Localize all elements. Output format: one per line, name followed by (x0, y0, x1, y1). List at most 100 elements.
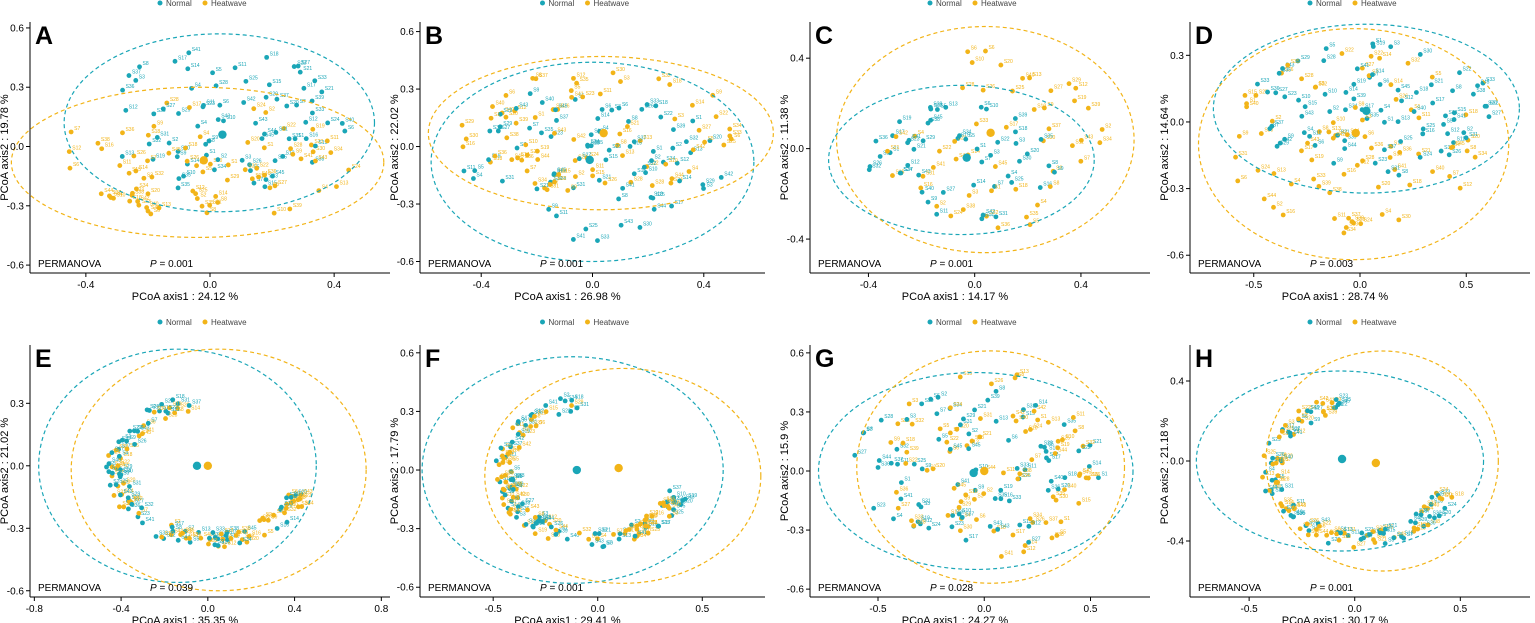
normal-point (1359, 530, 1365, 536)
normal-point (1436, 513, 1442, 519)
panel-letter: G (815, 345, 834, 373)
normal-point (159, 401, 165, 407)
sample-label: S17 (178, 55, 187, 61)
normal-point (599, 107, 605, 112)
sample-label: S7 (151, 155, 157, 161)
sample-label: S5 (708, 136, 714, 142)
sample-label: S8 (999, 385, 1005, 391)
sample-label: S14 (513, 446, 522, 452)
normal-point (1441, 121, 1446, 127)
sample-label: S10 (1328, 88, 1337, 94)
normal-point (274, 526, 280, 531)
heatwave-point (1457, 185, 1463, 191)
heatwave-point (545, 536, 551, 541)
sample-label: S40 (505, 107, 514, 113)
normal-point (274, 96, 280, 102)
normal-point (972, 407, 977, 413)
sample-label: S16 (1004, 493, 1013, 499)
sample-label: S43 (1297, 503, 1306, 509)
sample-label: S6 (1012, 434, 1018, 440)
sample-label: S35 (1044, 133, 1053, 139)
sample-label: S3 (912, 398, 918, 404)
sample-label: S23 (206, 101, 215, 107)
heatwave-point (656, 76, 662, 82)
sample-label: S5 (1435, 71, 1441, 77)
normal-point (1062, 475, 1068, 481)
sample-label: S27 (1032, 536, 1041, 542)
normal-centroid (192, 461, 202, 470)
heatwave-point (530, 75, 536, 81)
sample-label: S1 (125, 434, 131, 440)
normal-ellipse (38, 348, 317, 584)
heatwave-point (948, 405, 953, 411)
sample-label: S30 (1423, 48, 1432, 54)
sample-label: S11 (543, 515, 552, 521)
heatwave-point (944, 439, 950, 445)
heatwave-point (1271, 171, 1277, 176)
sample-label: S30 (124, 469, 133, 475)
heatwave-point (510, 494, 516, 500)
normal-point (574, 405, 580, 411)
normal-point (212, 167, 217, 173)
sample-label: S28 (1281, 476, 1290, 482)
heatwave-point (1396, 217, 1402, 223)
normal-point (950, 513, 956, 518)
heatwave-point (666, 513, 672, 519)
sample-label: S2 (972, 428, 978, 434)
heatwave-point (1269, 118, 1275, 124)
sample-label: S1 (562, 525, 568, 531)
heatwave-point (1261, 453, 1267, 459)
panel-b: NormalHeatwaveS1S2S3S4S5S6S7S8S9S10S11S1… (389, 0, 774, 303)
sample-label: S11 (1338, 213, 1347, 219)
sample-label: S41 (576, 233, 585, 239)
normal-point (1343, 107, 1348, 113)
sample-label: S8 (536, 72, 542, 78)
sample-label: S10 (1394, 140, 1403, 146)
heatwave-point (686, 169, 692, 174)
normal-point (169, 524, 175, 530)
heatwave-point (1035, 202, 1040, 208)
sample-label: S7 (606, 541, 612, 547)
heatwave-point (597, 91, 603, 97)
sample-label: S4 (1011, 170, 1017, 176)
sample-label: S28 (933, 101, 942, 107)
heatwave-point (172, 410, 177, 416)
sample-label: S1 (995, 185, 1001, 191)
sample-label: S37 (132, 70, 141, 76)
sample-label: S45 (557, 168, 566, 174)
sample-label: S14 (977, 179, 986, 185)
sample-label: S42 (1016, 410, 1025, 416)
sample-label: S5 (942, 433, 948, 439)
heatwave-point (1351, 220, 1356, 226)
normal-ellipse (430, 61, 755, 263)
sample-label: S6 (734, 133, 740, 139)
sample-label: S21 (1434, 79, 1443, 85)
sample-label: S11 (940, 208, 949, 214)
y-tick-label: -0.4 (787, 235, 805, 246)
normal-point (595, 238, 600, 244)
sample-label: S2 (269, 107, 275, 113)
normal-point (878, 417, 884, 423)
sample-label: S18 (997, 525, 1006, 531)
sample-label: S19 (316, 123, 325, 129)
sample-label: S42 (522, 441, 531, 447)
sample-label: S43 (1084, 134, 1093, 140)
heatwave-point (156, 205, 162, 211)
sample-label: S17 (675, 200, 684, 206)
normal-point (109, 450, 115, 456)
heatwave-point (1072, 98, 1077, 104)
heatwave-point (190, 188, 196, 194)
heatwave-point (281, 126, 287, 131)
sample-label: S13 (622, 533, 631, 539)
heatwave-point (459, 122, 465, 128)
sample-label: S41 (1360, 63, 1369, 69)
sample-label: S12 (535, 408, 544, 414)
normal-point (312, 143, 318, 149)
sample-label: S22 (909, 457, 918, 463)
sample-label: S10 (1302, 94, 1311, 100)
normal-point (133, 77, 139, 83)
sample-label: S39 (554, 176, 563, 182)
sample-label: S12 (1405, 95, 1414, 101)
sample-label: S12 (537, 410, 546, 416)
heatwave-point (260, 515, 266, 521)
